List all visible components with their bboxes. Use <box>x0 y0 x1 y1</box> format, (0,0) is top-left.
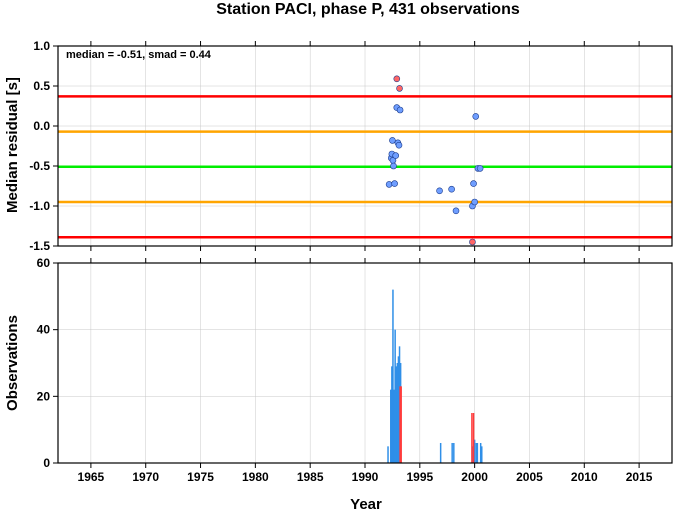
observations-y-tick-label: 20 <box>37 389 51 403</box>
residual-point <box>452 207 460 215</box>
observations-y-axis-label: Observations <box>4 315 21 411</box>
residual-point <box>472 113 480 120</box>
residual-y-tick-label: 0.5 <box>33 79 50 93</box>
residual-point <box>389 137 396 144</box>
chart-title: Station PACI, phase P, 431 observations <box>216 1 520 18</box>
residual-y-tick-label: -1.5 <box>29 239 50 253</box>
observations-y-tick-label: 40 <box>37 323 51 337</box>
observations-y-tick-label: 0 <box>43 456 50 470</box>
x-tick-label: 2015 <box>626 470 653 484</box>
residual-point <box>448 185 455 193</box>
x-tick-label: 2010 <box>571 470 598 484</box>
x-tick-label: 2000 <box>461 470 488 484</box>
residual-point <box>391 180 398 187</box>
x-tick-label: 1985 <box>297 470 324 484</box>
residual-point <box>470 180 477 187</box>
x-tick-label: 1990 <box>352 470 379 484</box>
residual-y-tick-label: -1.0 <box>29 199 50 213</box>
x-tick-label: 1975 <box>187 470 214 484</box>
x-tick-label: 1965 <box>78 470 105 484</box>
x-axis-label: Year <box>350 496 382 511</box>
residual-point <box>469 238 476 246</box>
x-tick-label: 2005 <box>516 470 543 484</box>
residual-point <box>385 181 393 188</box>
residual-point <box>395 141 403 149</box>
x-tick-label: 1980 <box>242 470 269 484</box>
x-tick-label: 1970 <box>132 470 159 484</box>
residual-y-tick-label: -0.5 <box>29 159 50 173</box>
x-tick-label: 1995 <box>406 470 433 484</box>
residual-point <box>396 85 403 92</box>
observations-y-tick-label: 60 <box>37 256 51 270</box>
residual-point <box>392 152 400 159</box>
median-annotation: median = -0.51, smad = 0.44 <box>66 49 212 61</box>
residual-y-tick-label: 0.0 <box>33 119 50 133</box>
residual-point <box>393 75 401 83</box>
observations-panel: 0 20 40 60 1965 1970 1975 1980 1985 1990 1995 2000 2… <box>37 256 673 484</box>
residual-panel: -1.5 -1.0 -0.5 0.0 0.5 1.0 <box>29 39 673 253</box>
residual-point <box>436 187 443 195</box>
residual-y-tick-label: 1.0 <box>33 39 50 53</box>
residual-point <box>396 106 404 114</box>
residual-y-axis-label: Median residual [s] <box>4 77 21 213</box>
residual-point <box>476 165 484 172</box>
residual-point <box>471 198 478 206</box>
residual-point <box>390 162 397 170</box>
